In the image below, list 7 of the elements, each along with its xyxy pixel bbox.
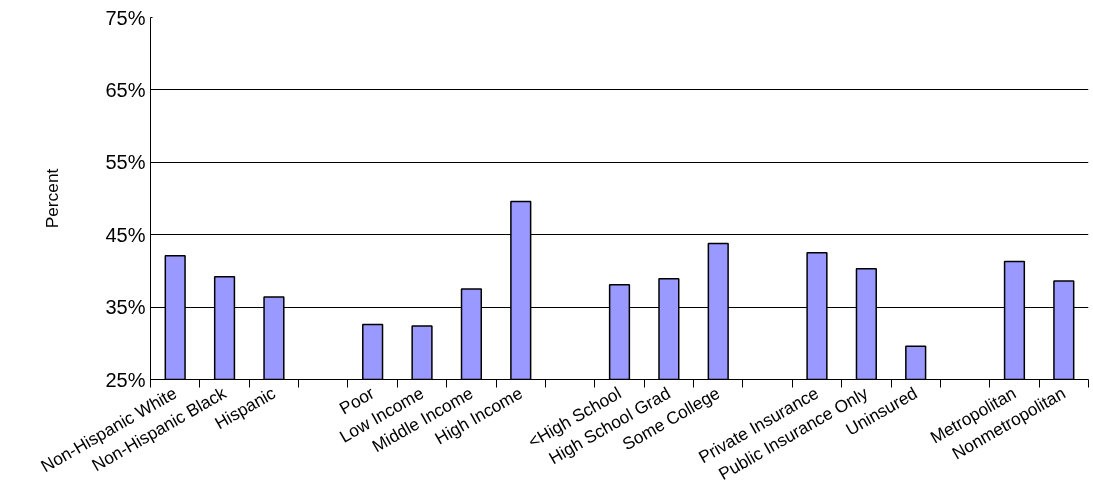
y-tick-label: 75% [105,6,146,29]
y-tick-label: 25% [105,368,146,391]
y-axis-title: Percent [42,168,63,229]
y-tick-label: 65% [105,78,146,101]
y-tick-label: 35% [105,296,146,319]
y-tick-label: 55% [105,151,146,174]
y-tick-label: 45% [105,223,146,246]
